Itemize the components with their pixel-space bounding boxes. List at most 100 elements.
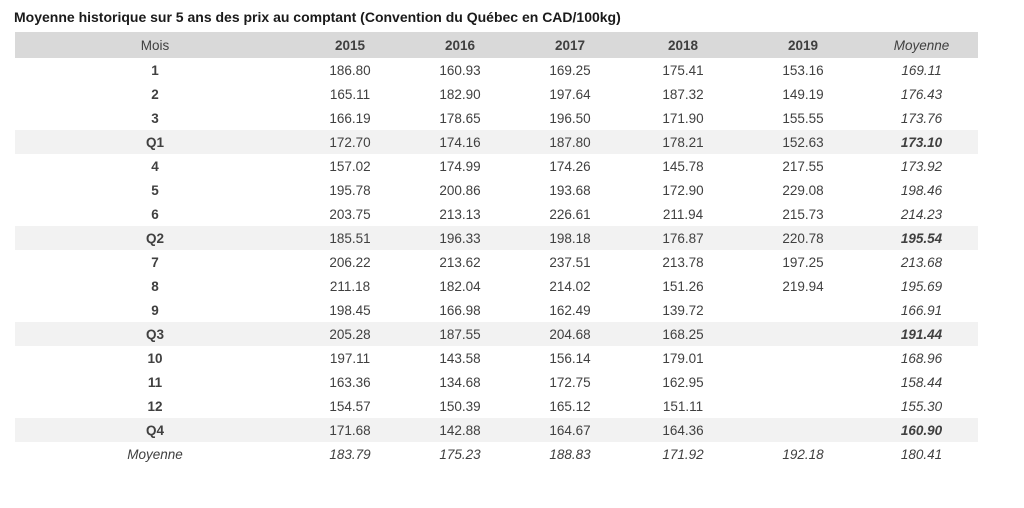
cell-value: 156.14: [549, 350, 591, 366]
page-title: Moyenne historique sur 5 ans des prix au…: [14, 9, 621, 25]
cell-value: 154.57: [329, 398, 371, 414]
cell-value: 155.55: [782, 110, 824, 126]
cell-value: 160.93: [439, 62, 481, 78]
row-label: 6: [151, 206, 159, 222]
cell-value: 237.51: [549, 254, 591, 270]
row-label: 1: [151, 62, 159, 78]
cell-value: 145.78: [662, 158, 704, 174]
row-label: 4: [151, 158, 159, 174]
cell-value: 220.78: [782, 230, 824, 246]
cell-value: [741, 298, 865, 322]
table-header-row: Mois 2015 2016 2017 2018 2019 Moyenne: [15, 32, 978, 58]
cell-value: 174.26: [549, 158, 591, 174]
table-row-q1: Q1 172.70 174.16 187.80 178.21 152.63 173.10: [15, 130, 978, 154]
cell-moyenne: 173.92: [900, 158, 943, 174]
cell-value: 185.51: [329, 230, 371, 246]
cell-moyenne: 160.90: [900, 422, 943, 438]
row-label: Q1: [145, 134, 164, 150]
cell-value: 182.90: [439, 86, 481, 102]
cell-value: 182.04: [439, 278, 481, 294]
table-row-6: 6 203.75 213.13 226.61 211.94 215.73 214.23: [15, 202, 978, 226]
cell-value: 203.75: [329, 206, 371, 222]
cell-moyenne: 166.91: [900, 302, 943, 318]
row-label: 11: [147, 374, 163, 390]
cell-value: 211.94: [662, 206, 704, 222]
cell-value: 197.11: [329, 350, 371, 366]
column-header-2019: 2019: [787, 37, 819, 53]
cell-value: 206.22: [329, 254, 371, 270]
cell-moyenne: 155.30: [900, 398, 943, 414]
cell-value: 151.11: [662, 398, 704, 414]
table-row-7: 7 206.22 213.62 237.51 213.78 197.25 213.68: [15, 250, 978, 274]
cell-value: 164.36: [662, 422, 704, 438]
table-row-4: 4 157.02 174.99 174.26 145.78 217.55 173.92: [15, 154, 978, 178]
column-header-2018: 2018: [667, 37, 699, 53]
cell-moyenne: 195.69: [900, 278, 943, 294]
cell-value: 205.28: [329, 326, 371, 342]
cell-value: 187.32: [662, 86, 704, 102]
cell-value: 214.02: [549, 278, 591, 294]
cell-value: 164.67: [549, 422, 591, 438]
cell-value: 187.55: [439, 326, 481, 342]
cell-value: 171.90: [662, 110, 704, 126]
cell-value: 213.78: [662, 254, 704, 270]
cell-value: 175.23: [439, 446, 481, 462]
cell-value: 197.64: [549, 86, 591, 102]
cell-value: 176.87: [662, 230, 704, 246]
cell-value: 169.25: [549, 62, 591, 78]
cell-value: 151.26: [662, 278, 704, 294]
table-row-9: 9 198.45 166.98 162.49 139.72 166.91: [15, 298, 978, 322]
row-label: 10: [147, 350, 163, 366]
table-row-5: 5 195.78 200.86 193.68 172.90 229.08 198.46: [15, 178, 978, 202]
cell-value: 200.86: [439, 182, 481, 198]
column-header-2015: 2015: [334, 37, 366, 53]
cell-value: 187.80: [549, 134, 591, 150]
cell-moyenne: 180.41: [900, 446, 943, 462]
cell-value: 171.92: [662, 446, 704, 462]
cell-value: 168.25: [662, 326, 704, 342]
cell-value: 163.36: [329, 374, 371, 390]
cell-value: 149.19: [782, 86, 824, 102]
cell-value: 226.61: [549, 206, 591, 222]
column-header-mois: Mois: [140, 37, 170, 53]
cell-value: 213.62: [439, 254, 481, 270]
cell-value: 157.02: [329, 158, 371, 174]
cell-moyenne: 158.44: [900, 374, 943, 390]
column-header-moyenne: Moyenne: [893, 37, 950, 53]
cell-moyenne: 191.44: [900, 326, 943, 342]
row-label: Q2: [145, 230, 164, 246]
row-label: 12: [147, 398, 163, 414]
cell-value: 229.08: [782, 182, 824, 198]
cell-value: 139.72: [662, 302, 704, 318]
table-row-q3: Q3 205.28 187.55 204.68 168.25 191.44: [15, 322, 978, 346]
cell-value: 186.80: [329, 62, 371, 78]
column-header-2017: 2017: [554, 37, 586, 53]
cell-value: 166.19: [329, 110, 371, 126]
cell-value: 195.78: [329, 182, 371, 198]
cell-moyenne: 195.54: [900, 230, 943, 246]
cell-moyenne: 213.68: [900, 254, 943, 270]
cell-value: 215.73: [782, 206, 824, 222]
cell-value: [741, 394, 865, 418]
table-row-8: 8 211.18 182.04 214.02 151.26 219.94 195.69: [15, 274, 978, 298]
cell-value: 219.94: [782, 278, 824, 294]
cell-value: [741, 346, 865, 370]
table-row-3: 3 166.19 178.65 196.50 171.90 155.55 173.76: [15, 106, 978, 130]
cell-value: 198.18: [549, 230, 591, 246]
cell-value: 172.90: [662, 182, 704, 198]
cell-value: 165.12: [549, 398, 591, 414]
table-row-moyenne: Moyenne 183.79 175.23 188.83 171.92 192.18 180…: [15, 442, 978, 466]
row-label: 2: [151, 86, 159, 102]
cell-value: 153.16: [782, 62, 824, 78]
cell-value: [741, 418, 865, 442]
cell-value: 204.68: [549, 326, 591, 342]
table-row-2: 2 165.11 182.90 197.64 187.32 149.19 176.43: [15, 82, 978, 106]
cell-moyenne: 176.43: [900, 86, 943, 102]
cell-moyenne: 169.11: [901, 62, 942, 78]
table-row-q4: Q4 171.68 142.88 164.67 164.36 160.90: [15, 418, 978, 442]
cell-value: 162.49: [549, 302, 591, 318]
cell-value: 152.63: [782, 134, 824, 150]
cell-value: 143.58: [439, 350, 481, 366]
cell-moyenne: 173.10: [900, 134, 943, 150]
table-row-q2: Q2 185.51 196.33 198.18 176.87 220.78 195.54: [15, 226, 978, 250]
